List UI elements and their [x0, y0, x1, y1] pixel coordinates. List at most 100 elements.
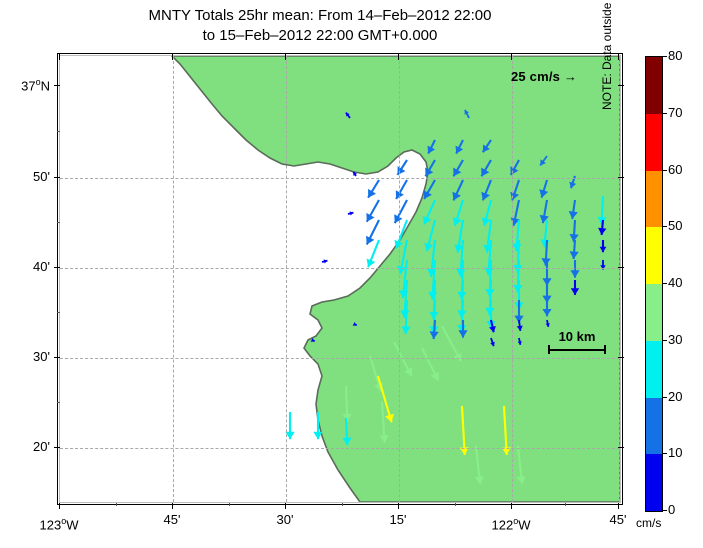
current-vector: [367, 179, 380, 199]
y-axis-label: 20': [33, 439, 50, 454]
current-vector: [539, 155, 548, 167]
colorbar-tick: [663, 56, 667, 57]
colorbar-tick-label: 80: [668, 48, 683, 63]
current-vector: [352, 322, 358, 327]
colorbar[interactable]: [645, 56, 663, 512]
x-axis-label: 30': [276, 512, 294, 527]
current-vector: [310, 338, 316, 343]
axis-tick: [618, 267, 624, 268]
current-vector: [480, 159, 492, 177]
current-vector: [393, 199, 408, 224]
colorbar-band: [646, 454, 662, 511]
current-vector: [514, 300, 524, 324]
axis-tick: [618, 357, 624, 358]
current-vector: [424, 159, 436, 177]
colorbar-tick: [663, 283, 667, 284]
gridline-vertical: [619, 56, 620, 502]
y-axis-label: 37oN: [21, 77, 50, 94]
map-canvas[interactable]: [59, 55, 621, 503]
y-axis-label: 40': [33, 259, 50, 274]
axis-minor-tick: [454, 503, 456, 506]
x-axis-label: 123oW: [39, 516, 79, 533]
current-vector: [542, 280, 552, 304]
axis-minor-tick: [57, 402, 60, 403]
current-vector: [542, 300, 552, 317]
axis-minor-tick: [564, 503, 566, 506]
current-vector: [545, 319, 550, 327]
colorbar-band: [646, 284, 662, 341]
current-vector: [313, 412, 323, 440]
axis-tick: [618, 54, 619, 60]
y-axis-label: 30': [33, 349, 50, 364]
current-vector: [365, 199, 380, 223]
axis-tick: [54, 85, 60, 86]
current-vector: [481, 199, 493, 227]
current-vector: [452, 179, 464, 201]
colorbar-tick-label: 60: [668, 161, 683, 177]
current-vector: [454, 219, 465, 253]
colorbar-tick-label: 70: [668, 104, 683, 120]
gridline-vertical: [512, 56, 513, 502]
current-vector: [422, 199, 436, 225]
axis-tick: [54, 357, 60, 358]
current-vector: [455, 139, 464, 155]
current-vector: [568, 199, 578, 220]
current-vector: [516, 319, 523, 331]
current-vector: [393, 341, 413, 377]
colorbar-note: NOTE: Data outside color range will be s…: [600, 0, 614, 110]
current-vector: [458, 320, 468, 338]
current-vector: [501, 405, 511, 456]
colorbar-tick: [663, 396, 667, 398]
gridline-horizontal: [60, 358, 620, 359]
current-vector: [474, 445, 484, 485]
current-vector: [395, 179, 408, 200]
colorbar-tick: [663, 169, 667, 171]
current-vector: [570, 280, 580, 295]
land-mass: [170, 56, 620, 502]
current-vector: [459, 405, 469, 456]
x-axis-label: 122oW: [491, 516, 531, 533]
axis-minor-tick: [228, 503, 230, 506]
current-vector: [599, 240, 607, 253]
current-vector: [427, 139, 436, 155]
axis-tick: [59, 54, 60, 60]
colorbar-band: [646, 397, 662, 455]
axis-tick: [59, 503, 60, 509]
current-vector: [490, 337, 495, 347]
y-axis-label: 50': [33, 169, 50, 184]
colorbar-tick: [663, 226, 667, 228]
colorbar-tick-label: 40: [668, 275, 683, 290]
current-vector: [569, 219, 579, 242]
x-axis-label: 45': [163, 512, 181, 527]
current-vector: [481, 139, 492, 153]
axis-tick: [618, 85, 624, 86]
current-vector: [352, 171, 357, 177]
scale-bar-label: 10 km: [558, 329, 596, 344]
current-vector: [321, 259, 328, 264]
current-vector: [394, 219, 408, 249]
colorbar-band: [646, 57, 662, 114]
axis-tick: [54, 267, 60, 268]
current-vector: [342, 385, 352, 422]
axis-tick: [618, 177, 624, 178]
current-vector: [366, 239, 380, 268]
axis-tick: [285, 54, 286, 60]
colorbar-tick-label: 20: [668, 388, 683, 404]
axis-tick: [398, 54, 399, 60]
current-vector: [464, 109, 470, 119]
gridline-vertical: [173, 56, 174, 502]
chart-title-line1: MNTY Totals 25hr mean: From 14–Feb–2012 …: [148, 7, 492, 24]
current-vector: [598, 219, 607, 236]
colorbar-tick-label: 0: [668, 502, 676, 517]
current-vector: [347, 211, 354, 216]
current-vector: [481, 179, 492, 201]
current-vector: [489, 319, 496, 333]
gridline-vertical: [286, 56, 287, 502]
current-vector: [376, 375, 394, 423]
axis-tick: [172, 503, 173, 509]
axis-minor-tick: [57, 222, 60, 223]
current-vector: [539, 199, 549, 224]
axis-tick: [511, 54, 512, 60]
colorbar-tick: [663, 112, 667, 114]
gridline-horizontal: [60, 448, 620, 449]
